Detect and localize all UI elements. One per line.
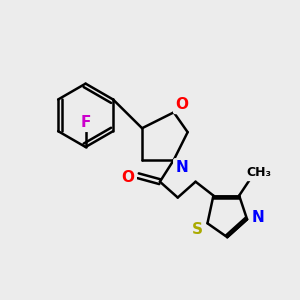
Text: O: O (122, 170, 135, 185)
Text: N: N (252, 210, 264, 225)
Text: F: F (80, 115, 91, 130)
Text: O: O (175, 97, 188, 112)
Text: N: N (175, 160, 188, 175)
Text: CH₃: CH₃ (247, 166, 272, 179)
Text: S: S (192, 222, 203, 237)
